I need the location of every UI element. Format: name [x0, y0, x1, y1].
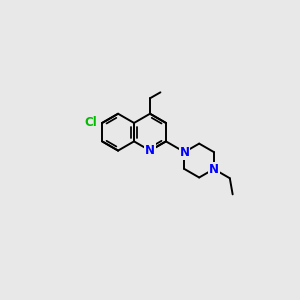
Text: N: N	[179, 146, 190, 159]
Text: N: N	[145, 144, 155, 157]
Text: Cl: Cl	[84, 116, 97, 130]
Text: N: N	[209, 163, 219, 176]
